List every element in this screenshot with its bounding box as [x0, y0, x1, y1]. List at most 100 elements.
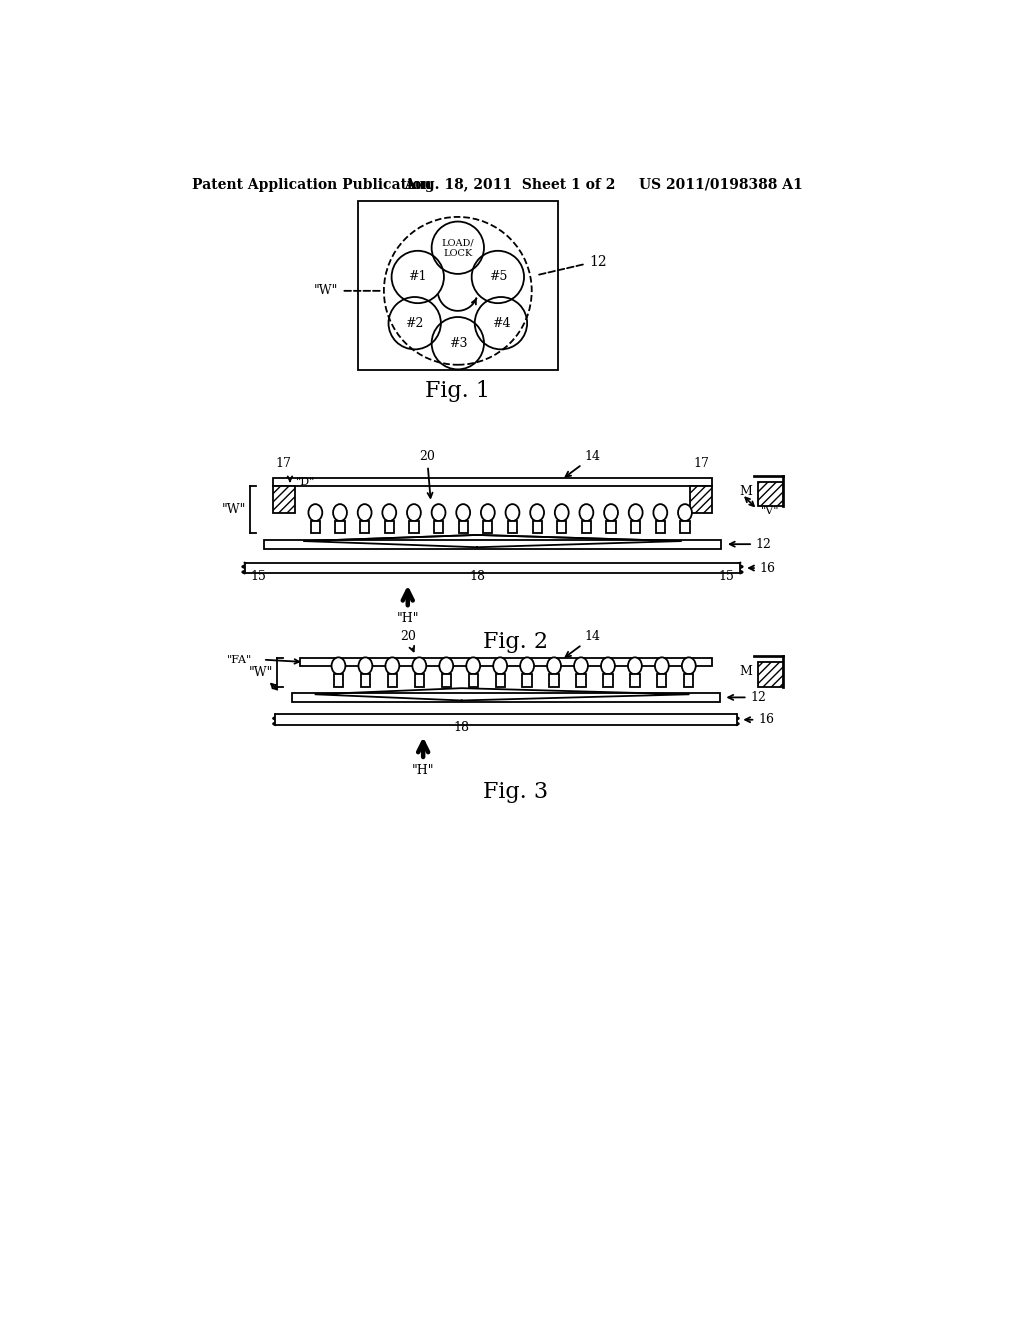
Ellipse shape: [678, 504, 692, 521]
Bar: [496, 675, 505, 686]
Ellipse shape: [655, 657, 669, 675]
Text: 18: 18: [454, 721, 470, 734]
Bar: [508, 521, 517, 533]
Text: LOAD/: LOAD/: [441, 239, 474, 248]
Bar: [415, 675, 424, 686]
Ellipse shape: [332, 657, 345, 675]
Text: "D": "D": [296, 477, 315, 487]
Bar: [310, 521, 319, 533]
Ellipse shape: [555, 504, 568, 521]
Text: 14: 14: [565, 450, 601, 477]
Ellipse shape: [628, 657, 642, 675]
Bar: [631, 521, 640, 533]
Bar: [385, 521, 394, 533]
Ellipse shape: [520, 657, 535, 675]
Ellipse shape: [629, 504, 643, 521]
Text: 12: 12: [728, 690, 766, 704]
Text: 18: 18: [469, 570, 485, 582]
Text: 15: 15: [251, 570, 266, 582]
Bar: [264, 540, 721, 549]
Ellipse shape: [439, 657, 454, 675]
Bar: [360, 521, 370, 533]
Bar: [680, 521, 689, 533]
Ellipse shape: [333, 504, 347, 521]
Text: "W": "W": [249, 665, 273, 678]
Ellipse shape: [413, 657, 426, 675]
Bar: [469, 675, 478, 686]
Ellipse shape: [601, 657, 614, 675]
Text: Aug. 18, 2011  Sheet 1 of 2: Aug. 18, 2011 Sheet 1 of 2: [403, 178, 615, 191]
Ellipse shape: [357, 504, 372, 521]
Bar: [245, 562, 740, 573]
Text: 16: 16: [749, 561, 775, 574]
Text: 20: 20: [419, 450, 435, 498]
Bar: [434, 521, 443, 533]
Bar: [273, 486, 295, 512]
Bar: [606, 521, 615, 533]
Ellipse shape: [358, 657, 373, 675]
Bar: [758, 663, 782, 686]
Ellipse shape: [574, 657, 588, 675]
Ellipse shape: [604, 504, 617, 521]
Bar: [532, 521, 542, 533]
Ellipse shape: [494, 657, 507, 675]
Bar: [577, 675, 586, 686]
Ellipse shape: [547, 657, 561, 675]
Text: "W": "W": [313, 284, 338, 297]
Ellipse shape: [308, 504, 323, 521]
Text: 17: 17: [275, 457, 292, 470]
Bar: [684, 675, 693, 686]
Bar: [582, 521, 591, 533]
Text: 12: 12: [590, 255, 607, 268]
Text: Patent Application Publication: Patent Application Publication: [193, 178, 432, 191]
Bar: [300, 659, 712, 665]
Bar: [275, 714, 736, 725]
Bar: [657, 675, 667, 686]
Text: 15: 15: [719, 570, 734, 582]
Ellipse shape: [653, 504, 668, 521]
Text: 17: 17: [693, 457, 709, 470]
Text: LOCK: LOCK: [443, 248, 472, 257]
Ellipse shape: [580, 504, 593, 521]
Bar: [603, 675, 612, 686]
Ellipse shape: [682, 657, 695, 675]
Bar: [334, 675, 343, 686]
Ellipse shape: [432, 504, 445, 521]
Ellipse shape: [530, 504, 544, 521]
Text: "V": "V": [761, 506, 779, 516]
Ellipse shape: [382, 504, 396, 521]
Bar: [655, 521, 665, 533]
Text: #5: #5: [488, 271, 507, 284]
Text: 14: 14: [565, 630, 601, 657]
Ellipse shape: [385, 657, 399, 675]
Text: #2: #2: [406, 317, 424, 330]
Ellipse shape: [407, 504, 421, 521]
Bar: [292, 693, 720, 702]
Bar: [441, 675, 451, 686]
Text: Fig. 1: Fig. 1: [425, 380, 490, 403]
Text: "H": "H": [412, 763, 434, 776]
Text: Fig. 3: Fig. 3: [483, 781, 548, 804]
Text: 12: 12: [730, 537, 772, 550]
Bar: [410, 521, 419, 533]
Text: "FA": "FA": [227, 655, 252, 665]
Text: 20: 20: [399, 630, 416, 651]
Bar: [557, 521, 566, 533]
Bar: [758, 482, 782, 507]
Text: 16: 16: [745, 713, 774, 726]
Bar: [690, 486, 712, 512]
Bar: [522, 675, 531, 686]
Text: US 2011/0198388 A1: US 2011/0198388 A1: [639, 178, 803, 191]
Text: "W": "W": [221, 503, 246, 516]
Bar: [360, 675, 370, 686]
Text: "H": "H": [396, 612, 419, 624]
Bar: [273, 478, 712, 486]
Bar: [483, 521, 493, 533]
Text: Fig. 2: Fig. 2: [483, 631, 548, 653]
Text: #3: #3: [449, 337, 467, 350]
Ellipse shape: [466, 657, 480, 675]
Text: #1: #1: [409, 271, 427, 284]
Bar: [357, 201, 558, 370]
Bar: [631, 675, 640, 686]
Text: M: M: [739, 484, 752, 498]
